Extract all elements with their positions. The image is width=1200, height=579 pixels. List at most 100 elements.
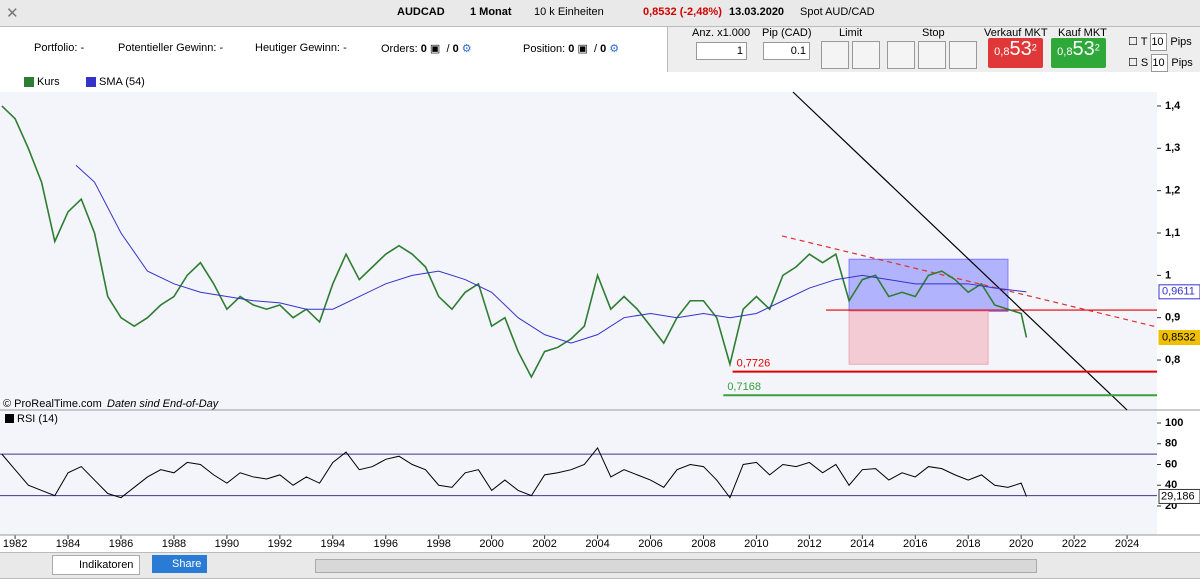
- value: 0: [600, 43, 607, 55]
- y-tick-label: 1,3: [1165, 142, 1180, 154]
- close-icon[interactable]: ✕: [6, 5, 19, 22]
- value: -: [343, 42, 347, 54]
- price: 0,8: [994, 46, 1010, 58]
- source: © ProRealTime.com: [3, 398, 102, 410]
- price-tag-label: 0,9611: [1162, 286, 1195, 298]
- y-tick-label: 0,9: [1165, 312, 1180, 324]
- limit-sell[interactable]: [852, 41, 880, 69]
- axis-bg: [1157, 72, 1200, 552]
- label: Orders:: [381, 43, 418, 55]
- x-tick-label: 1984: [56, 538, 80, 550]
- x-tick-label: 2000: [479, 538, 503, 550]
- buy-button[interactable]: 0,8532: [1051, 38, 1106, 68]
- value: -: [80, 42, 85, 54]
- scrollbar[interactable]: [315, 559, 1037, 573]
- legend-swatch: [5, 414, 14, 423]
- x-tick-label: 2004: [585, 538, 609, 550]
- price-tag: [1158, 330, 1200, 346]
- s-option[interactable]: ☐ S 10 Pips: [1128, 54, 1193, 72]
- stop-3[interactable]: [949, 41, 977, 69]
- indicators-button[interactable]: Indikatoren: [52, 555, 141, 575]
- drawing-rect: [848, 310, 989, 365]
- legend-swatch: [24, 77, 34, 87]
- t-option[interactable]: ☐ T 10 Pips: [1128, 33, 1192, 51]
- x-tick-label: 1996: [374, 538, 398, 550]
- pip-label: Pip (CAD): [762, 27, 812, 39]
- orders: Orders: 0 ▣ / 0 ⚙: [381, 43, 472, 55]
- y-tick-label: 1: [1165, 269, 1171, 281]
- price-tag-label: 0,8532: [1162, 331, 1196, 343]
- value: 0: [420, 43, 427, 55]
- x-tick-label: 2006: [638, 538, 662, 550]
- x-tick-label: 2012: [797, 538, 821, 550]
- x-tick-label: 1998: [426, 538, 450, 550]
- price: 2: [1094, 42, 1100, 53]
- x-tick-label: 1994: [321, 538, 345, 550]
- stop-label: Stop: [922, 27, 945, 39]
- sell-button[interactable]: 0,8532: [988, 38, 1043, 68]
- value: 0: [452, 43, 459, 55]
- y-tick-label: 100: [1165, 417, 1183, 429]
- y-tick-label: 0,8: [1165, 354, 1180, 366]
- quote: 0,8532 (-2,48%): [643, 6, 722, 18]
- units[interactable]: 10 k Einheiten: [534, 6, 604, 18]
- y-tick-label: 1,1: [1165, 227, 1180, 239]
- share-button[interactable]: Share: [152, 555, 208, 573]
- x-tick-label: 2018: [956, 538, 980, 550]
- buy-label: Kauf MKT: [1058, 27, 1107, 39]
- stop-2[interactable]: [918, 41, 946, 69]
- label: Heutiger Gewinn:: [255, 42, 340, 54]
- level-label: 0,7726: [737, 358, 771, 370]
- price: 53: [1009, 38, 1032, 60]
- x-tick-label: 1992: [268, 538, 292, 550]
- drawing-line: [781, 235, 1158, 328]
- label: Portfolio:: [34, 42, 78, 54]
- stop-1[interactable]: [887, 41, 915, 69]
- sell-label: Verkauf MKT: [984, 27, 1048, 39]
- legend-label: Kurs: [37, 76, 60, 88]
- label: Potentieller Gewinn:: [118, 42, 217, 54]
- x-tick-label: 2008: [691, 538, 715, 550]
- limit-label: Limit: [839, 27, 863, 39]
- chart: 1,4 1,3 1,2 1,1 1 0,9 0,8 0,7726 0,7168 0,9611 0,8…: [0, 72, 1200, 552]
- limit-buy[interactable]: [821, 41, 849, 69]
- x-tick-label: 2024: [1115, 538, 1139, 550]
- symbol[interactable]: AUDCAD: [397, 6, 445, 18]
- legend-swatch: [86, 77, 96, 87]
- x-tick-label: 1982: [3, 538, 27, 550]
- price: 0,8: [1057, 46, 1073, 58]
- unit: Pips: [1171, 57, 1193, 69]
- pip-input[interactable]: 0.1: [763, 42, 810, 60]
- y-tick-label: 60: [1165, 458, 1177, 470]
- last-tag: [1158, 488, 1200, 504]
- x-tick-label: 1986: [109, 538, 133, 550]
- x-tick-label: 2016: [903, 538, 927, 550]
- note: Daten sind End-of-Day: [107, 398, 220, 410]
- label: Position:: [523, 43, 566, 55]
- today: Heutiger Gewinn: -: [255, 42, 347, 54]
- period[interactable]: 1 Monat: [470, 6, 512, 18]
- legend-label: RSI (14): [17, 413, 58, 425]
- series-line: [1, 446, 1027, 499]
- x-tick-label: 2002: [532, 538, 556, 550]
- price: 2: [1031, 42, 1037, 53]
- potential: Potentieller Gewinn: -: [118, 42, 223, 54]
- order-panel: Anz. x1.000 1 Pip (CAD) 0.1 Limit Stop V…: [667, 27, 1200, 72]
- x-tick-label: 1990: [215, 538, 239, 550]
- drawing-line: [792, 91, 1128, 411]
- value[interactable]: 10: [1151, 54, 1169, 72]
- value: 0: [568, 43, 575, 55]
- bottom-toolbar: Indikatoren Share: [0, 552, 1200, 579]
- sep: /: [593, 43, 598, 55]
- y-tick-label: 80: [1165, 438, 1177, 450]
- value[interactable]: 10: [1150, 33, 1168, 51]
- x-tick-label: 2010: [744, 538, 768, 550]
- label: S: [1140, 57, 1149, 69]
- sep: /: [446, 43, 450, 55]
- series-line: [75, 164, 1027, 344]
- x-tick-label: 2014: [850, 538, 874, 550]
- account-row: Portfolio: - Potentieller Gewinn: - Heut…: [0, 27, 1200, 72]
- qty-label: Anz. x1.000: [692, 27, 751, 39]
- legend-label: SMA (54): [99, 76, 145, 88]
- qty-input[interactable]: 1: [696, 42, 747, 60]
